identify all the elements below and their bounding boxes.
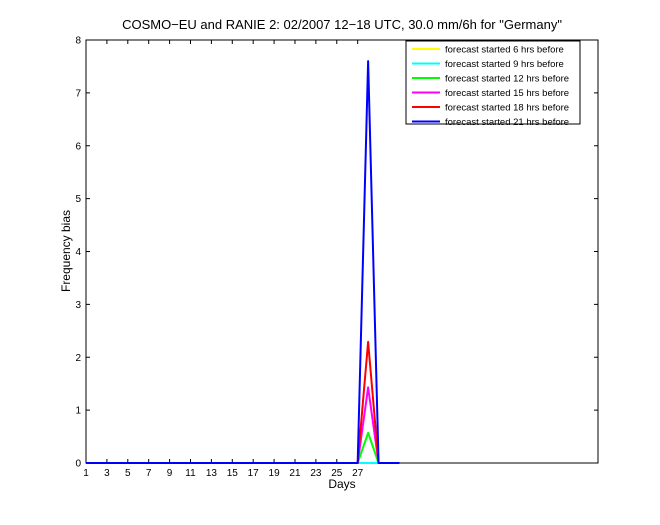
y-tick-label: 6 (75, 141, 81, 152)
x-tick-label: 15 (227, 468, 239, 479)
legend-label-1: forecast started 6 hrs before (445, 45, 564, 56)
y-tick-label: 0 (75, 459, 81, 470)
legend-label-3: forecast started 12 hrs before (445, 74, 569, 85)
legend-label-2: forecast started 9 hrs before (445, 59, 564, 70)
x-tick-label: 7 (146, 468, 152, 479)
x-tick-label: 17 (248, 468, 260, 479)
x-tick-label: 21 (289, 468, 301, 479)
y-tick-label: 7 (75, 88, 81, 99)
y-tick-label: 1 (75, 406, 81, 417)
y-tick-label: 4 (75, 247, 81, 258)
legend-label-5: forecast started 18 hrs before (445, 103, 569, 114)
x-tick-label: 1 (83, 468, 89, 479)
chart-title: COSMO−EU and RANIE 2: 02/2007 12−18 UTC,… (122, 17, 562, 32)
x-tick-label: 23 (310, 468, 322, 479)
y-axis-label: Frequency bias (59, 210, 73, 292)
x-tick-label: 27 (352, 468, 364, 479)
y-tick-label: 8 (75, 36, 81, 47)
x-tick-label: 19 (269, 468, 281, 479)
legend-box (405, 40, 581, 125)
x-tick-label: 25 (331, 468, 343, 479)
legend-label-4: forecast started 15 hrs before (445, 88, 569, 99)
series-layer (86, 60, 400, 464)
series-line-6 (86, 60, 400, 464)
legend-label-6: forecast started 21 hrs before (445, 117, 569, 128)
x-tick-label: 5 (125, 468, 131, 479)
x-tick-label: 3 (104, 468, 110, 479)
y-tick-label: 5 (75, 194, 81, 205)
legend: forecast started 6 hrs before forecast st… (405, 40, 581, 128)
y-tick-label: 3 (75, 300, 81, 311)
x-tick-label: 13 (206, 468, 218, 479)
x-tick-label: 9 (167, 468, 173, 479)
x-axis-label: Days (328, 477, 355, 491)
x-tick-label: 11 (185, 468, 196, 479)
y-tick-label: 2 (75, 353, 81, 364)
